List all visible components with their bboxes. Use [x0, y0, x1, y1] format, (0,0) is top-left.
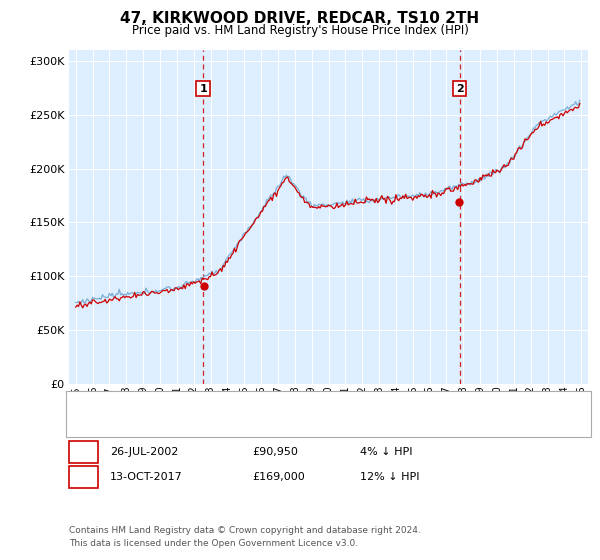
Text: Contains HM Land Registry data © Crown copyright and database right 2024.: Contains HM Land Registry data © Crown c…: [69, 526, 421, 535]
Text: 1: 1: [80, 447, 87, 457]
Text: 26-JUL-2002: 26-JUL-2002: [110, 447, 178, 457]
Text: 47, KIRKWOOD DRIVE, REDCAR, TS10 2TH: 47, KIRKWOOD DRIVE, REDCAR, TS10 2TH: [121, 11, 479, 26]
Text: 2: 2: [456, 83, 463, 94]
Text: 2: 2: [80, 472, 87, 482]
Text: 1: 1: [199, 83, 207, 94]
Text: 4% ↓ HPI: 4% ↓ HPI: [360, 447, 413, 457]
Text: 47, KIRKWOOD DRIVE, REDCAR, TS10 2TH (detached house): 47, KIRKWOOD DRIVE, REDCAR, TS10 2TH (de…: [118, 400, 433, 410]
Text: 13-OCT-2017: 13-OCT-2017: [110, 472, 182, 482]
Text: HPI: Average price, detached house, Redcar and Cleveland: HPI: Average price, detached house, Redc…: [118, 419, 425, 429]
Text: This data is licensed under the Open Government Licence v3.0.: This data is licensed under the Open Gov…: [69, 539, 358, 548]
Text: Price paid vs. HM Land Registry's House Price Index (HPI): Price paid vs. HM Land Registry's House …: [131, 24, 469, 36]
Text: £90,950: £90,950: [252, 447, 298, 457]
Text: 12% ↓ HPI: 12% ↓ HPI: [360, 472, 419, 482]
Text: £169,000: £169,000: [252, 472, 305, 482]
